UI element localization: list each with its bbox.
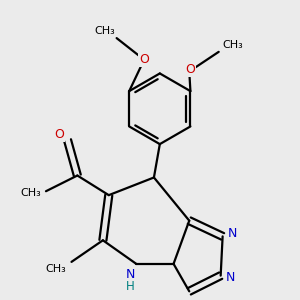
Text: O: O	[54, 128, 64, 141]
Text: CH₃: CH₃	[21, 188, 41, 198]
Text: N: N	[228, 227, 237, 240]
Text: O: O	[139, 53, 149, 66]
Text: CH₃: CH₃	[94, 26, 115, 36]
Text: N: N	[126, 268, 135, 281]
Text: O: O	[185, 63, 195, 76]
Text: CH₃: CH₃	[45, 264, 66, 274]
Text: H: H	[126, 280, 135, 293]
Text: CH₃: CH₃	[222, 40, 243, 50]
Text: N: N	[226, 271, 235, 284]
